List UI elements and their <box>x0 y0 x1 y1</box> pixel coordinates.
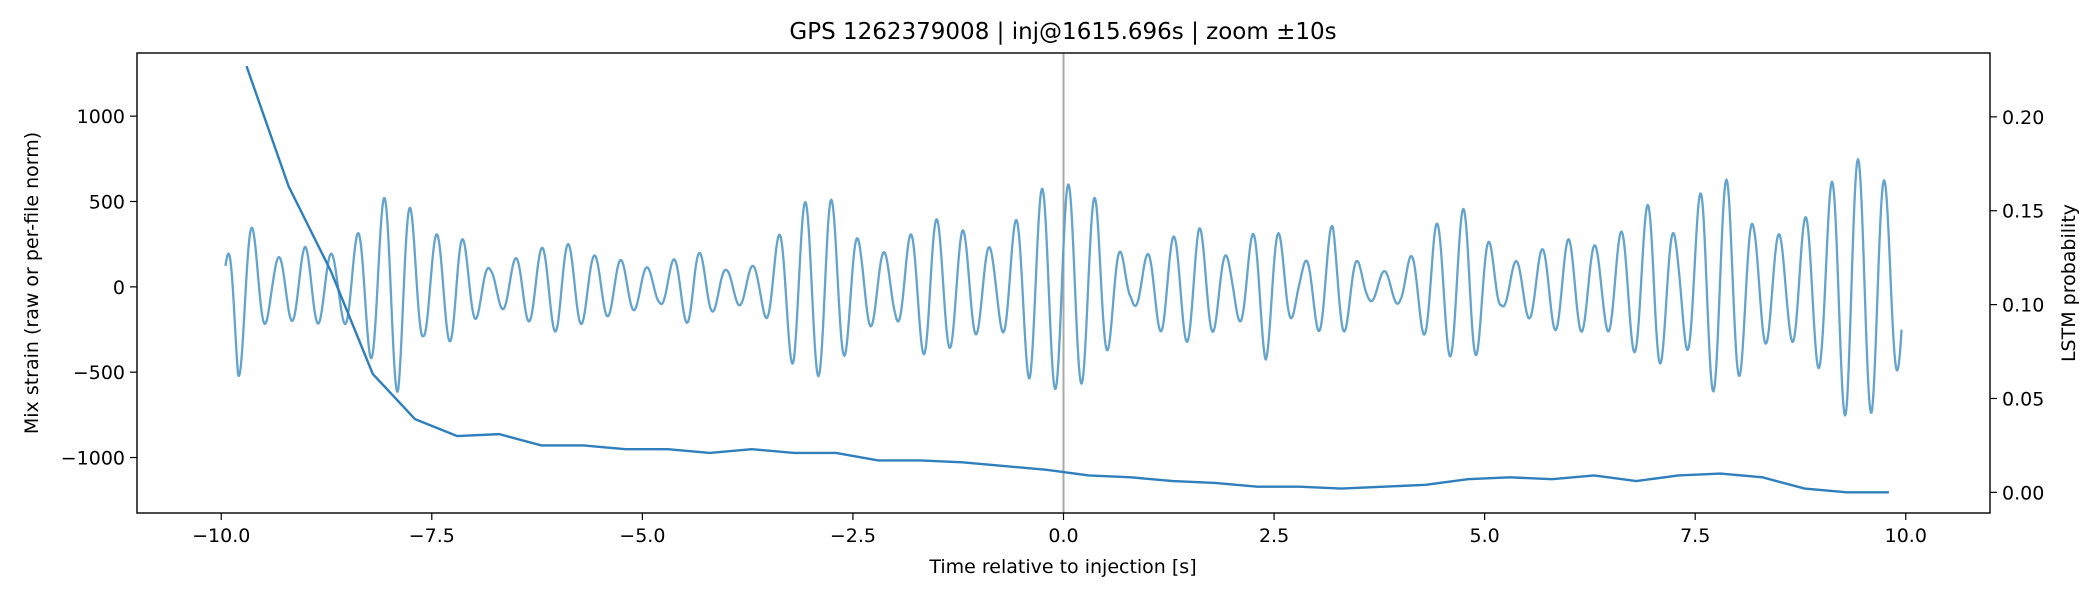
y-left-tick-label: 500 <box>89 191 125 213</box>
x-tick-label: 0.0 <box>1048 525 1078 547</box>
x-tick-label: 2.5 <box>1259 525 1289 547</box>
y-right-tick-label: 0.10 <box>2002 295 2044 317</box>
y-axis-right-label: LSTM probability <box>2058 204 2080 362</box>
y-right-tick-label: 0.05 <box>2002 388 2044 410</box>
x-axis: −10.0 −7.5 −5.0 −2.5 0.0 2.5 5.0 7.5 10.0 <box>192 513 1927 547</box>
x-tick-label: 10.0 <box>1885 525 1927 547</box>
x-tick-label: −5.0 <box>619 525 665 547</box>
series-lstm-probability <box>245 65 1889 494</box>
y-right-tick-label: 0.20 <box>2002 107 2044 129</box>
x-tick-label: −2.5 <box>830 525 876 547</box>
x-tick-label: −7.5 <box>409 525 455 547</box>
y-axis-left: 1000 500 0 −500 −1000 <box>61 106 137 470</box>
x-axis-label: Time relative to injection [s] <box>928 556 1196 578</box>
y-left-tick-label: 1000 <box>77 106 125 128</box>
x-tick-label: 5.0 <box>1470 525 1500 547</box>
x-tick-label: −10.0 <box>192 525 250 547</box>
y-right-tick-label: 0.15 <box>2002 201 2044 223</box>
series-mix-strain <box>224 157 1903 417</box>
y-axis-right: 0.20 0.15 0.10 0.05 0.00 <box>1990 107 2044 504</box>
y-right-tick-label: 0.00 <box>2002 482 2044 504</box>
y-left-tick-label: −500 <box>73 362 125 384</box>
y-left-tick-label: 0 <box>113 277 125 299</box>
y-left-tick-label: −1000 <box>61 448 125 470</box>
chart-title: GPS 1262379008 | inj@1615.696s | zoom ±1… <box>789 19 1336 45</box>
x-tick-label: 7.5 <box>1680 525 1710 547</box>
y-axis-left-label: Mix strain (raw or per-file norm) <box>21 132 43 434</box>
